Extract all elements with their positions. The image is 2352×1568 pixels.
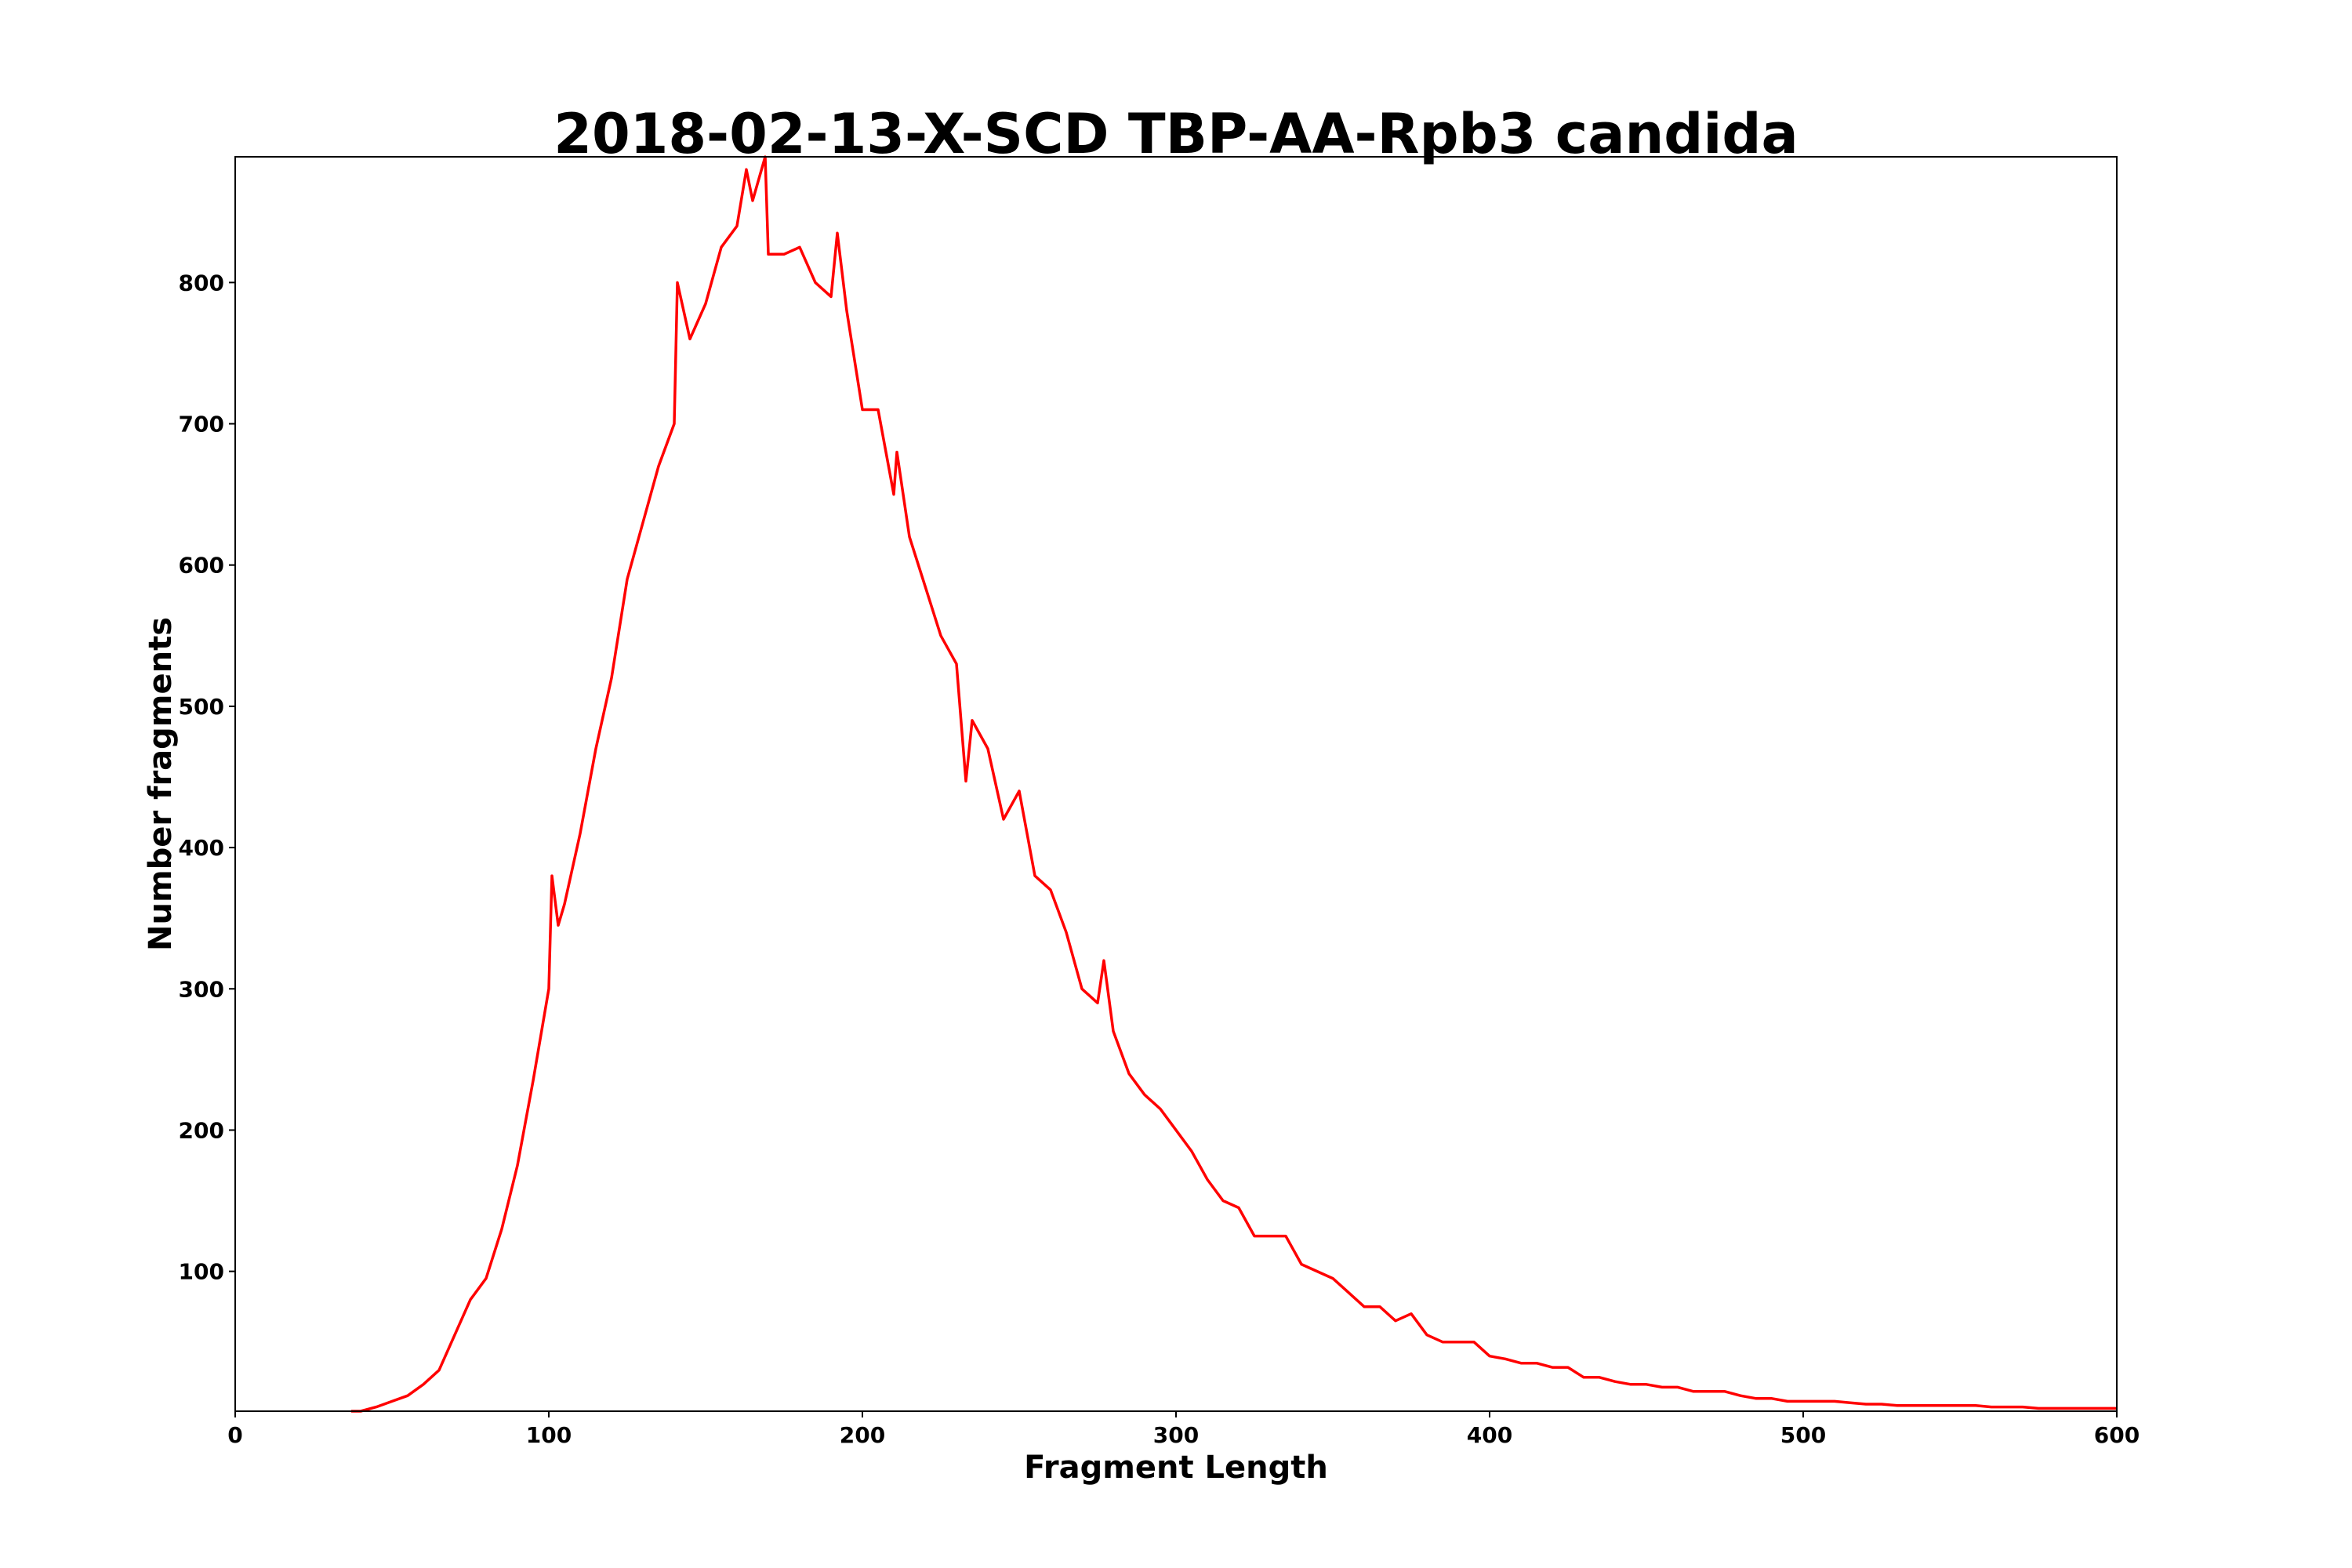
- y-tick-label: 100: [179, 1259, 224, 1285]
- y-axis-ticks: 100 200 300 400 500 600 700 800: [179, 270, 235, 1285]
- y-tick-label: 200: [179, 1117, 224, 1143]
- y-tick-label: 500: [179, 694, 224, 720]
- y-tick-label: 700: [179, 412, 224, 437]
- x-tick-label: 100: [526, 1422, 572, 1448]
- x-tick-label: 300: [1153, 1422, 1199, 1448]
- x-tick-label: 500: [1780, 1422, 1826, 1448]
- x-tick-label: 0: [227, 1422, 242, 1448]
- y-tick-label: 400: [179, 835, 224, 861]
- x-axis-ticks: 0 100 200 300 400 500 600: [227, 1411, 2140, 1448]
- x-tick-label: 400: [1467, 1422, 1512, 1448]
- chart-title: 2018-02-13-X-SCD TBP-AA-Rpb3 candida: [554, 102, 1798, 166]
- y-tick-label: 300: [179, 976, 224, 1002]
- y-tick-label: 600: [179, 553, 224, 579]
- y-axis-label: Number fragments: [143, 617, 179, 951]
- axes-frame: [234, 156, 2118, 1412]
- y-tick-label: 800: [179, 270, 224, 296]
- series-line-fragments: [351, 155, 2117, 1413]
- x-tick-label: 200: [840, 1422, 885, 1448]
- x-axis-label: Fragment Length: [1024, 1450, 1328, 1486]
- plot-area: 0 100 200 300 400 500 600 100 200 300 400 500 600 70…: [179, 155, 2140, 1448]
- x-tick-label: 600: [2094, 1422, 2140, 1448]
